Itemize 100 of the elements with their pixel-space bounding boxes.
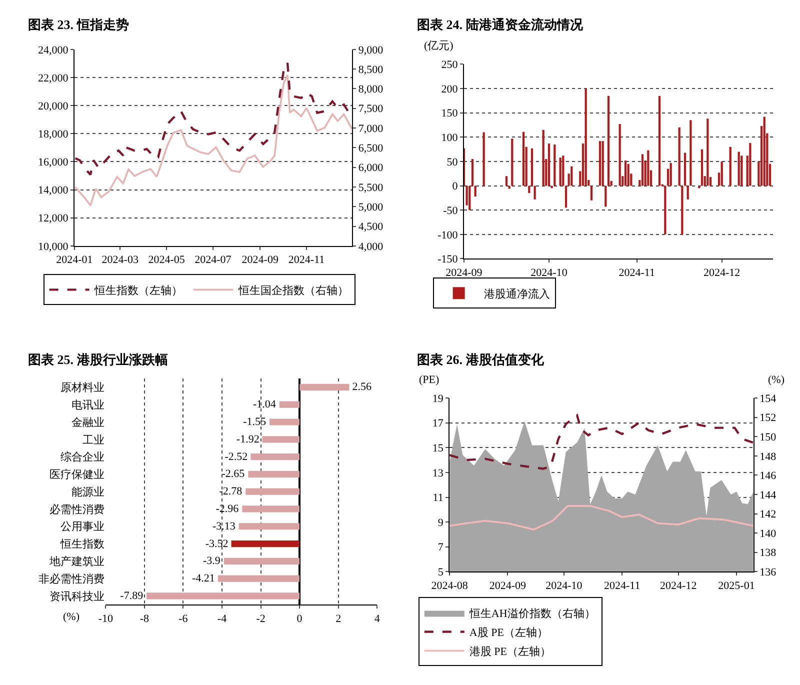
- y-tick-label: 250: [441, 59, 458, 72]
- bar: [471, 159, 474, 186]
- y-tick-label: 22,000: [38, 72, 69, 84]
- data-label: -2.78: [219, 486, 243, 498]
- bar: [749, 142, 752, 186]
- bar: [584, 88, 587, 186]
- bar: [528, 186, 530, 194]
- y-axis-title: (亿元): [424, 40, 454, 52]
- legend-label: A股 PE（左轴）: [469, 626, 548, 640]
- y-tick-label: 非必需性消费: [38, 572, 105, 586]
- y2-tick-label: 136: [760, 566, 777, 579]
- bar: [664, 186, 666, 234]
- data-label: -2.96: [216, 502, 240, 515]
- line-series: [450, 414, 754, 470]
- y-tick-label: 金融业: [72, 416, 105, 429]
- y2-tick-label: 4,500: [358, 221, 384, 234]
- bar: [763, 116, 766, 186]
- y-tick-label: 原材料业: [60, 381, 105, 394]
- bar: [482, 132, 485, 186]
- y-tick-label: 18,000: [38, 128, 69, 140]
- y-axis-title: (PE): [419, 374, 440, 386]
- legend-label: 恒生指数（左轴）: [93, 284, 182, 297]
- y-tick-label: 11: [432, 492, 444, 504]
- x-tick-label: -4: [217, 612, 228, 625]
- x-tick-label: 2024-10: [546, 580, 583, 592]
- chart-title: 图表 23. 恒指走势: [28, 17, 129, 32]
- bar: [505, 176, 508, 186]
- y2-tick-label: 4,000: [358, 240, 384, 253]
- y2-axis-title: (%): [768, 374, 785, 386]
- y-tick-label: -100: [438, 229, 458, 242]
- y2-tick-label: 6,500: [358, 142, 384, 155]
- y2-tick-label: 142: [760, 508, 776, 521]
- y-tick-label: 0: [452, 180, 458, 193]
- x-axis-title: (%): [63, 611, 80, 623]
- bar: [590, 186, 593, 200]
- bar: [534, 186, 536, 200]
- data-label: -3.13: [212, 520, 236, 532]
- data-label: -4.21: [192, 572, 215, 585]
- line-series: [74, 74, 352, 206]
- legend-label: 恒生AH溢价指数（右轴）: [468, 607, 596, 620]
- bar: [564, 186, 568, 208]
- x-tick-label: -2: [256, 612, 266, 625]
- bar: [559, 158, 562, 186]
- bar: [720, 161, 723, 186]
- legend-label: 港股通净流入: [484, 287, 550, 300]
- x-tick-label: -6: [178, 612, 188, 625]
- y-tick-label: 7: [438, 542, 444, 554]
- bar: [542, 130, 544, 186]
- data-label: -3.9: [203, 555, 221, 568]
- x-tick-label: 2025-01: [718, 580, 755, 592]
- bar: [684, 152, 686, 186]
- x-tick-label: 4: [374, 612, 380, 625]
- y2-tick-label: 6,000: [358, 162, 384, 174]
- bar: [678, 127, 680, 186]
- bar: [670, 162, 672, 186]
- bar: [729, 146, 732, 186]
- bar: [641, 154, 644, 186]
- bar: [738, 152, 740, 186]
- x-tick-label: 2024-09: [242, 254, 279, 266]
- x-tick-label: 2024-01: [56, 254, 93, 266]
- y2-tick-label: 146: [760, 470, 777, 482]
- x-tick-label: 0: [296, 612, 303, 625]
- x-tick-label: 2024-05: [148, 254, 186, 266]
- y2-tick-label: 7,000: [358, 122, 384, 135]
- x-tick-label: 2024-03: [102, 254, 139, 266]
- data-label: -1.04: [252, 398, 276, 411]
- x-tick-label: 2024-09: [446, 266, 483, 279]
- y-tick-label: 50: [446, 156, 458, 168]
- bar: [464, 148, 466, 186]
- y-tick-label: 100: [441, 132, 458, 144]
- x-tick-label: 2024-11: [288, 254, 325, 266]
- y-tick-label: 5: [438, 566, 444, 579]
- x-tick-label: 2: [336, 612, 342, 625]
- y-tick-label: 14,000: [38, 184, 69, 197]
- bar: [618, 124, 621, 186]
- bar: [740, 156, 743, 186]
- x-tick-label: 2024-11: [604, 580, 640, 592]
- y-tick-label: 公用事业: [60, 520, 105, 534]
- bar: [686, 186, 689, 200]
- bar: [681, 186, 684, 234]
- y-tick-label: 10,000: [38, 240, 69, 253]
- bar: [602, 141, 604, 186]
- y2-tick-label: 9,000: [358, 44, 384, 56]
- bar: [570, 166, 573, 186]
- x-tick-label: 2024-12: [704, 266, 740, 279]
- bar: [548, 143, 550, 186]
- y-tick-label: 医疗保健业: [50, 468, 105, 482]
- x-tick-label: 2024-08: [431, 580, 468, 592]
- bar: [624, 160, 627, 186]
- bar: [511, 138, 514, 186]
- bar: [647, 150, 650, 186]
- legend-label: 恒生国企指数（右轴）: [237, 284, 348, 297]
- y-tick-label: 恒生指数: [60, 538, 105, 551]
- y-tick-label: 工业: [82, 433, 105, 446]
- y-tick-label: 24,000: [38, 44, 69, 56]
- x-tick-label: 2024-11: [618, 266, 655, 279]
- y-tick-label: 200: [441, 83, 458, 96]
- y-tick-label: 20,000: [38, 100, 69, 112]
- y2-tick-label: 150: [760, 431, 777, 444]
- legend-label: 港股 PE（左轴）: [469, 645, 551, 658]
